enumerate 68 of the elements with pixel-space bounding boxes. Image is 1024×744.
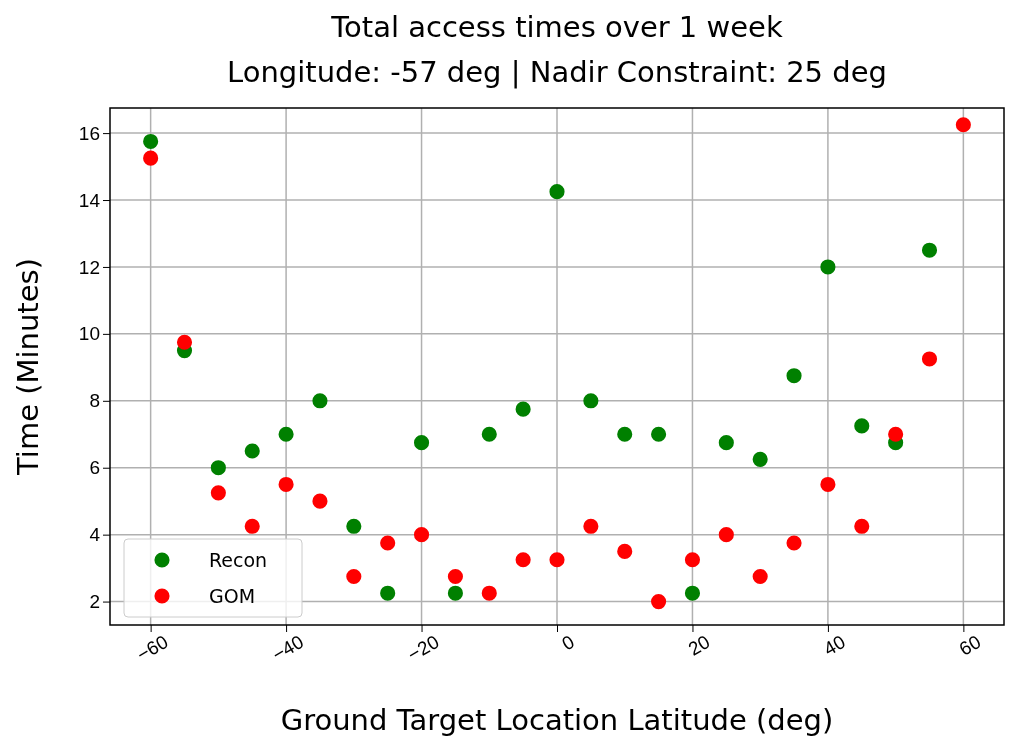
point [278,476,294,493]
point [481,426,497,442]
point [244,518,260,534]
point [651,594,667,610]
point [515,401,531,417]
point [617,543,633,559]
point [312,393,328,409]
point [481,585,497,601]
point [278,426,294,442]
x-tick-label: 60 [955,630,985,660]
point [447,568,463,585]
point [854,418,870,434]
y-tick-label: 16 [78,122,100,144]
point [346,518,362,534]
point [413,435,430,451]
y-tick-label: 4 [89,524,101,546]
point [413,527,430,543]
legend-label: GOM [209,585,256,607]
y-tick-label: 14 [78,189,101,211]
point [176,334,193,350]
y-tick-label: 12 [78,256,100,278]
x-axis-title: Ground Target Location Latitude (deg) [280,703,834,737]
point [617,426,633,442]
point [515,552,531,568]
point [718,435,734,451]
point [380,585,396,601]
point [921,242,938,258]
x-tick-label: −40 [268,630,308,666]
point [651,426,667,442]
point [684,585,701,601]
point [143,150,159,166]
y-tick-label: 6 [89,457,100,479]
chart-subtitle: Longitude: -57 deg | Nadir Constraint: 25 deg [227,55,887,89]
point [583,518,599,534]
point [854,518,870,534]
point [820,476,836,493]
point [210,485,226,501]
point [210,460,226,476]
point [143,133,159,150]
point [447,585,463,601]
point [244,443,260,459]
point [955,117,971,133]
y-axis-title: Time (Minutes) [11,258,45,476]
chart-title: Total access times over 1 week [330,10,783,44]
point [684,552,701,568]
y-tick-label: 10 [78,323,100,345]
point [786,535,802,551]
point [549,552,565,568]
point [380,535,396,551]
point [312,493,328,509]
legend-label: Recon [209,549,268,571]
x-tick-label: −20 [404,630,443,666]
point [820,259,836,275]
point [549,184,565,200]
point [921,351,938,367]
point [888,426,904,442]
y-tick-label: 2 [89,591,100,613]
y-tick-label: 8 [89,390,100,412]
point [583,393,599,409]
x-tick-label: 20 [684,630,714,660]
point [752,451,768,467]
x-tick-label: 40 [820,630,849,660]
point [786,368,802,384]
point [346,568,362,585]
point [752,568,768,585]
point [718,527,734,543]
x-tick-label: 0 [558,630,578,655]
x-tick-label: −60 [133,630,172,666]
